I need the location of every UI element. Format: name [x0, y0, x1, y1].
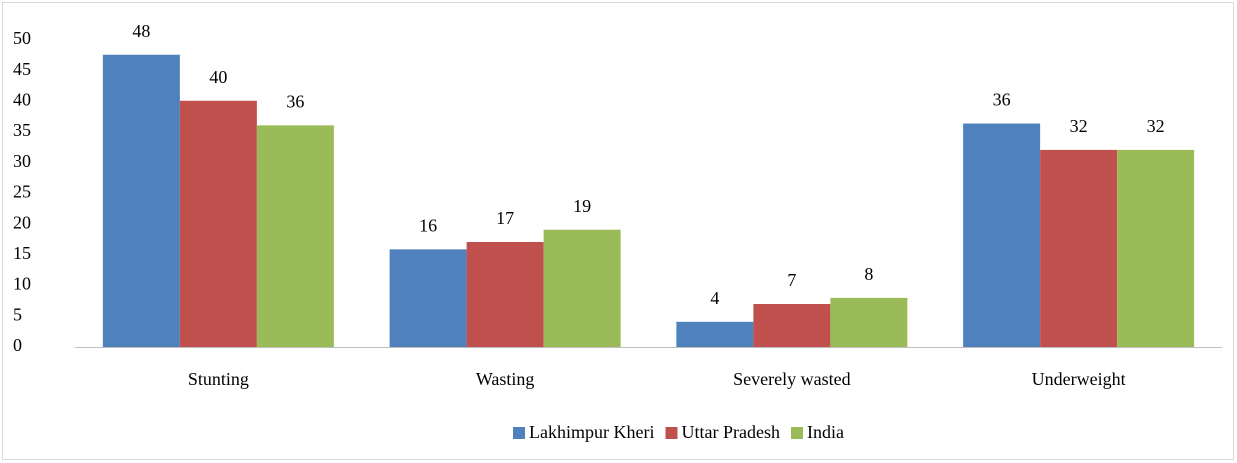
y-tick-label: 40	[13, 90, 31, 110]
data-label: 32	[1070, 116, 1088, 136]
y-tick-label: 20	[13, 212, 31, 232]
x-tick-label: Wasting	[476, 369, 535, 389]
data-label: 17	[496, 208, 514, 228]
bar	[1117, 149, 1195, 347]
bar	[466, 242, 544, 347]
data-label: 4	[710, 288, 719, 308]
data-label: 48	[132, 21, 150, 41]
bar	[102, 54, 180, 348]
bar	[830, 297, 908, 347]
y-tick-label: 45	[13, 59, 31, 79]
x-tick-label: Underweight	[1032, 369, 1126, 389]
data-label: 16	[419, 215, 437, 235]
bar	[1040, 149, 1118, 347]
legend-label: Uttar Pradesh	[682, 422, 780, 442]
legend-label: India	[807, 422, 844, 442]
data-label: 40	[209, 67, 227, 87]
y-tick-label: 15	[13, 243, 31, 263]
y-tick-label: 35	[13, 120, 31, 140]
y-tick-label: 50	[13, 28, 31, 48]
bar	[676, 321, 754, 347]
bar	[543, 229, 621, 347]
x-tick-label: Stunting	[188, 369, 249, 389]
y-tick-label: 10	[13, 274, 31, 294]
data-label: 7	[787, 270, 796, 290]
bar	[256, 125, 334, 347]
legend-swatch	[790, 427, 803, 439]
bar	[389, 249, 467, 347]
y-tick-label: 25	[13, 182, 31, 202]
y-tick-label: 0	[13, 335, 22, 355]
bar	[179, 100, 257, 347]
data-label: 19	[573, 196, 591, 216]
bar	[963, 123, 1041, 347]
legend-label: Lakhimpur Kheri	[529, 422, 654, 442]
y-tick-label: 5	[13, 304, 22, 324]
data-label: 8	[864, 264, 873, 284]
y-tick-label: 30	[13, 151, 31, 171]
legend-swatch	[665, 427, 678, 439]
data-label: 36	[286, 91, 304, 111]
bar	[753, 304, 831, 347]
x-tick-label: Severely wasted	[733, 369, 850, 389]
data-label: 36	[993, 90, 1011, 110]
data-label: 32	[1147, 116, 1165, 136]
legend-swatch	[513, 427, 526, 439]
